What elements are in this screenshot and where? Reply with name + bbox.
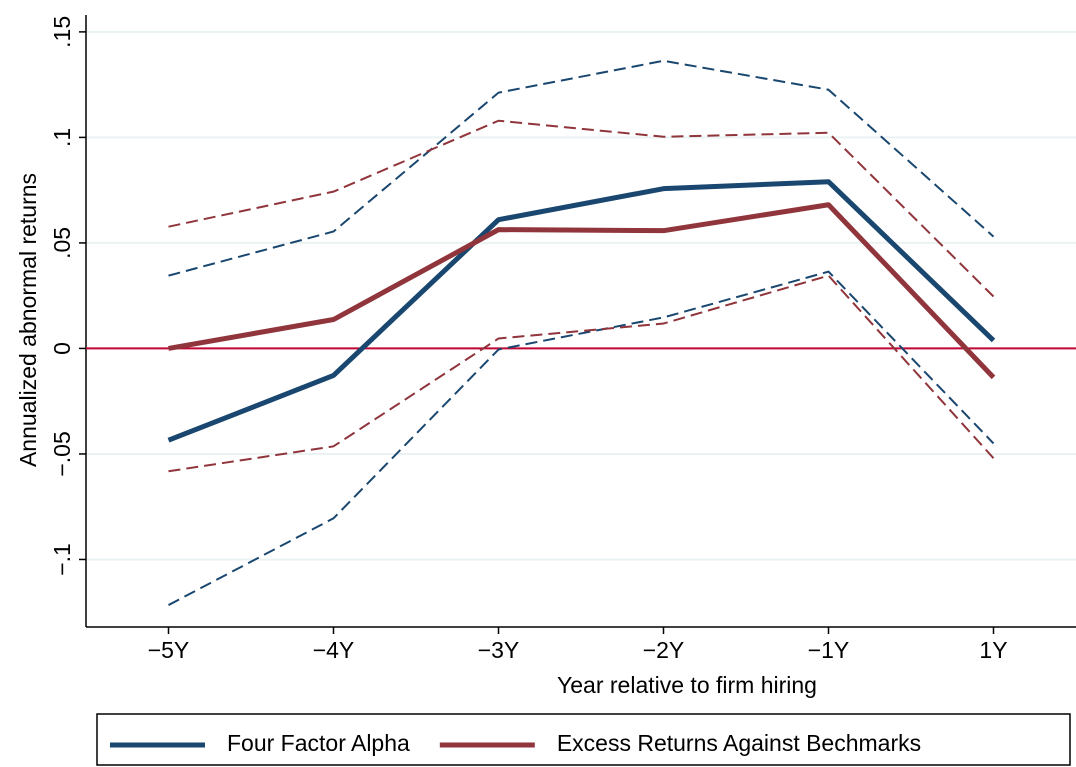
ci-lower-line	[168, 270, 995, 606]
ci-upper-line	[168, 59, 995, 277]
ci-upper-line	[168, 119, 995, 298]
legend-label: Excess Returns Against Bechmarks	[557, 730, 921, 756]
y-tick-label: .15	[49, 16, 75, 48]
legend-box	[96, 713, 1071, 766]
x-tick-label: −4Y	[313, 637, 355, 663]
y-tick-label: −.1	[49, 543, 75, 576]
y-axis-title: Annualized abnormal returns	[15, 173, 41, 467]
legend-label: Four Factor Alpha	[227, 730, 410, 756]
x-tick-label: 1Y	[979, 637, 1007, 663]
x-tick-label: −3Y	[478, 637, 520, 663]
x-tick-label: −5Y	[148, 637, 190, 663]
y-tick-label: −.05	[49, 431, 75, 476]
x-tick-label: −1Y	[808, 637, 850, 663]
series-line	[168, 202, 996, 380]
x-axis-title: Year relative to firm hiring	[557, 672, 817, 698]
series-line	[167, 179, 996, 443]
y-tick-label: .05	[49, 227, 75, 259]
y-tick-label: 0	[49, 342, 75, 355]
ci-lower-line	[168, 274, 995, 473]
y-tick-label: .1	[49, 128, 75, 147]
x-tick-label: −2Y	[643, 637, 685, 663]
